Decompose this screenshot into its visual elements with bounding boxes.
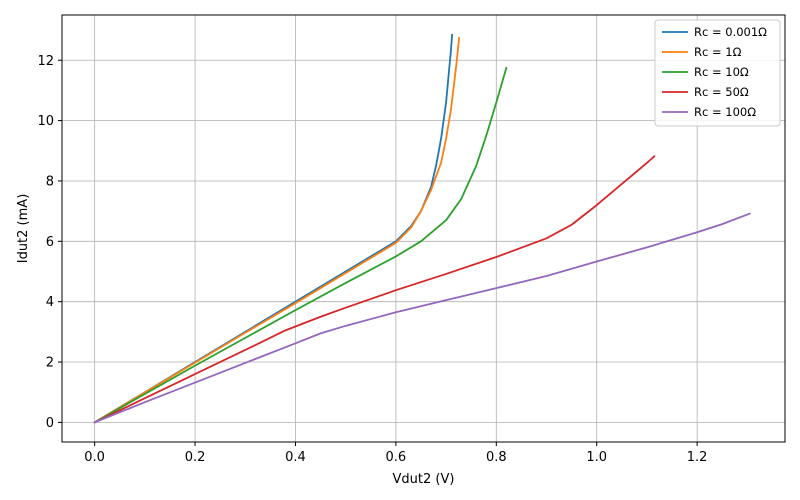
y-tick-label: 6 — [46, 235, 54, 250]
series-line-3 — [93, 66, 508, 424]
series-line-4 — [93, 155, 656, 424]
axis-ticks: 0.0 0.2 0.4 0.6 0.8 1.0 1.2 0 2 4 6 8 10 12 — [37, 54, 707, 465]
legend-label: Rc = 100Ω — [694, 105, 756, 119]
y-tick-label: 2 — [46, 356, 54, 371]
series-lines — [93, 33, 751, 424]
legend-box — [654, 19, 781, 127]
x-tick-label: 0.6 — [386, 450, 407, 465]
series-line-5 — [93, 212, 751, 424]
x-tick-label: 0.0 — [84, 450, 105, 465]
y-tick-label: 12 — [37, 54, 54, 69]
x-axis-label: Vdut2 (V) — [393, 472, 455, 487]
y-axis-label: Idut2 (mA) — [16, 194, 31, 264]
legend-label: Rc = 1Ω — [694, 45, 742, 59]
y-tick-label: 4 — [46, 295, 54, 310]
x-tick-label: 1.2 — [687, 450, 708, 465]
legend-label: Rc = 50Ω — [694, 85, 749, 99]
y-tick-label: 8 — [46, 174, 54, 189]
series-line-1 — [93, 33, 454, 424]
y-tick-label: 10 — [37, 114, 54, 129]
x-tick-label: 0.2 — [185, 450, 206, 465]
y-tick-label: 0 — [46, 416, 54, 431]
plot-frame — [61, 14, 786, 443]
x-tick-label: 0.8 — [486, 450, 507, 465]
x-tick-label: 0.4 — [285, 450, 306, 465]
legend-label: Rc = 0.001Ω — [694, 25, 767, 39]
legend-label: Rc = 10Ω — [694, 65, 749, 79]
series-line-2 — [93, 36, 461, 424]
x-tick-label: 1.0 — [586, 450, 607, 465]
legend: Rc = 0.001Ω Rc = 1Ω Rc = 10Ω Rc = 50Ω Rc = 1… — [654, 19, 781, 127]
